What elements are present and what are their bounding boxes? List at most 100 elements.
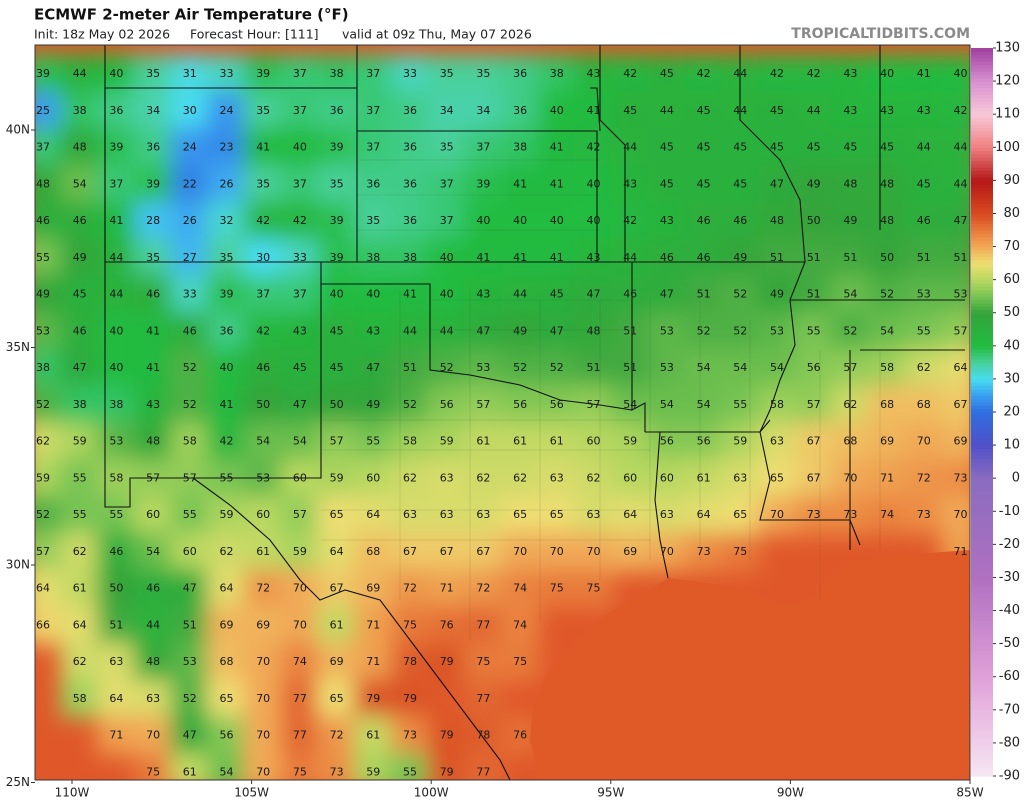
temperature-label: 52 [36, 398, 50, 411]
temperature-label: 41 [917, 67, 931, 80]
temperature-label: 37 [366, 67, 380, 80]
temperature-cell [500, 385, 540, 425]
temperature-cell [867, 422, 907, 461]
temperature-label: 70 [587, 545, 601, 558]
colorbar-swatch [971, 87, 993, 92]
temperature-label: 28 [146, 214, 160, 227]
temperature-cell [941, 128, 970, 167]
temperature-cell [684, 311, 723, 351]
temperature-cell [757, 238, 797, 278]
colorbar-swatch [971, 233, 993, 238]
temperature-cell [427, 458, 467, 498]
temperature-label: 46 [73, 324, 87, 337]
colorbar-swatch [971, 732, 993, 737]
temperature-label: 43 [660, 214, 674, 227]
temperature-cell [207, 201, 246, 241]
temperature-label: 74 [293, 655, 307, 668]
temperature-label: 44 [733, 67, 747, 80]
temperature-label: 60 [293, 471, 307, 484]
temperature-cell [647, 311, 687, 351]
temperature-label: 57 [146, 471, 160, 484]
colorbar-swatch [971, 726, 993, 731]
colorbar-label: -40 [999, 603, 1020, 618]
temperature-cell [867, 164, 907, 204]
temperature-cell [464, 495, 503, 535]
temperature-label: 22 [183, 177, 197, 190]
colorbar-swatch [971, 564, 993, 569]
colorbar-swatch [971, 412, 993, 416]
temperature-label: 70 [513, 545, 527, 558]
colorbar-swatch [971, 713, 993, 718]
temperature-cell [280, 385, 320, 425]
temperature-label: 63 [770, 435, 784, 448]
temperature-label: 39 [36, 67, 50, 80]
temperature-label: 49 [807, 177, 821, 190]
colorbar-swatch [971, 97, 993, 102]
temperature-cell [427, 128, 467, 167]
temperature-label: 59 [293, 545, 307, 558]
temperature-label: 44 [146, 618, 160, 631]
temperature-cell [537, 128, 577, 167]
colorbar-swatch [971, 643, 993, 648]
temperature-cell [317, 716, 356, 755]
colorbar-label: 110 [995, 107, 1020, 122]
temperature-label: 56 [697, 435, 711, 448]
temperature-cell [243, 238, 283, 278]
temperature-cell [60, 569, 100, 608]
temperature-label: 51 [697, 288, 711, 301]
colorbar-swatch [971, 666, 993, 671]
temperature-label: 50 [109, 582, 123, 595]
temperature-label: 67 [440, 545, 454, 558]
temperature-label: 57 [807, 398, 821, 411]
temperature-cell [353, 311, 393, 351]
temperature-cell [647, 532, 687, 572]
temperature-cell [133, 385, 173, 425]
temperature-label: 70 [256, 655, 270, 668]
temperature-cell [317, 238, 356, 278]
colorbar-swatch [971, 491, 993, 496]
colorbar-swatch [971, 494, 993, 499]
temperature-label: 77 [476, 692, 490, 705]
temperature-cell [97, 458, 136, 498]
temperature-label: 26 [220, 177, 234, 190]
temperature-cell [390, 642, 430, 682]
temperature-label: 69 [623, 545, 637, 558]
temperature-label: 38 [36, 361, 50, 374]
temperature-label: 35 [256, 177, 270, 190]
colorbar-swatch [971, 752, 993, 757]
temperature-cell [464, 605, 503, 645]
temperature-label: 35 [330, 177, 344, 190]
temperature-cell [500, 164, 540, 204]
temperature-label: 46 [660, 251, 674, 264]
temperature-cell [60, 128, 100, 167]
temperature-cell [574, 348, 613, 388]
temperature-label: 47 [183, 729, 197, 742]
temperature-label: 37 [293, 288, 307, 301]
temperature-cell [317, 201, 356, 241]
colorbar-swatch [971, 375, 993, 380]
temperature-cell [207, 422, 246, 461]
temperature-cell [35, 238, 63, 278]
colorbar-swatch [971, 339, 993, 344]
temperature-cell [170, 91, 210, 131]
temperature-label: 70 [293, 618, 307, 631]
temperature-cell [610, 54, 650, 94]
temperature-cell [243, 311, 283, 351]
temperature-label: 30 [183, 104, 197, 117]
temperature-cell [280, 164, 320, 204]
temperature-label: 55 [220, 471, 234, 484]
temperature-cell [684, 385, 723, 425]
temperature-cell [207, 752, 246, 780]
colorbar-swatch [971, 150, 993, 155]
temperature-cell [464, 422, 503, 461]
temperature-cell [97, 164, 136, 204]
temperature-cell [133, 716, 173, 755]
colorbar-swatch [971, 630, 993, 635]
colorbar-swatch [971, 226, 993, 231]
temperature-cell [941, 458, 970, 498]
temperature-label: 45 [843, 141, 857, 154]
temperature-label: 68 [366, 545, 380, 558]
temperature-cell [537, 569, 577, 608]
temperature-cell [427, 91, 467, 131]
temperature-cell [243, 348, 283, 388]
